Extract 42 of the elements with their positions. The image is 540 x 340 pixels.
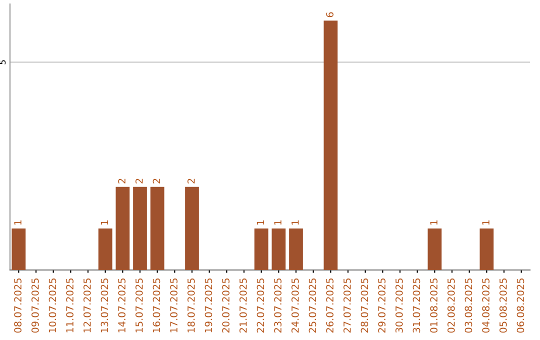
- x-tick-label: 29.07.2025: [378, 278, 386, 333]
- data-label: 1: [430, 220, 438, 225]
- x-tick-label: 16.07.2025: [152, 278, 160, 332]
- x-tick-label: 20.07.2025: [222, 278, 230, 333]
- x-tick-label: 01.08.2025: [430, 278, 438, 333]
- x-tick-label: 31.07.2025: [412, 278, 420, 333]
- data-label: 2: [187, 178, 195, 184]
- x-tick-label: 28.07.2025: [360, 278, 368, 333]
- x-tick-label: 30.07.2025: [395, 278, 403, 333]
- data-label: 6: [326, 12, 334, 18]
- data-label: 1: [482, 220, 490, 225]
- x-tick-label: 05.08.2025: [499, 278, 507, 333]
- data-label: 1: [292, 220, 299, 225]
- x-tick-label: 10.07.2025: [48, 278, 56, 332]
- x-tick-label: 24.07.2025: [291, 278, 299, 333]
- data-label: 2: [135, 178, 143, 184]
- x-tick-label: 23.07.2025: [274, 278, 282, 333]
- data-label: 1: [14, 220, 22, 225]
- x-tick-label: 08.07.2025: [14, 278, 22, 333]
- x-tick-label: 19.07.2025: [204, 278, 212, 332]
- x-tick-label: 18.07.2025: [187, 278, 195, 332]
- x-tick-label: 04.08.2025: [482, 278, 490, 333]
- x-tick-label: 15.07.2025: [135, 278, 143, 332]
- x-tick-label: 21.07.2025: [239, 278, 247, 333]
- x-tick-label: 06.08.2025: [516, 278, 524, 333]
- x-tick-label: 14.07.2025: [118, 278, 126, 332]
- x-tick-label: 26.07.2025: [326, 278, 334, 333]
- data-label: 2: [152, 178, 160, 184]
- x-tick-label: 22.07.2025: [256, 278, 264, 333]
- x-tick-label: 13.07.2025: [100, 278, 108, 332]
- data-label: 2: [118, 178, 126, 184]
- data-label: 1: [256, 220, 264, 225]
- x-tick-label: 03.08.2025: [464, 278, 472, 333]
- x-tick-label: 02.08.2025: [447, 278, 455, 333]
- data-label: 1: [274, 220, 282, 225]
- x-tick-label: 11.07.2025: [66, 278, 74, 332]
- x-tick-label: 09.07.2025: [31, 278, 39, 333]
- x-tick-label: 25.07.2025: [308, 278, 316, 333]
- x-tick-label: 17.07.2025: [170, 278, 178, 332]
- x-tick-label: 27.07.2025: [343, 278, 351, 333]
- x-tick-label: 12.07.2025: [83, 278, 91, 332]
- data-label: 1: [100, 220, 108, 225]
